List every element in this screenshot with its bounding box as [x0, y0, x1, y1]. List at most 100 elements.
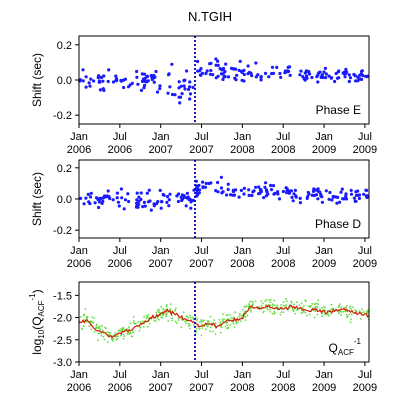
data-point — [143, 315, 146, 318]
data-point — [189, 206, 193, 210]
data-point — [330, 303, 333, 306]
data-point — [90, 328, 92, 331]
y-tick-label: -0.2 — [53, 110, 72, 122]
data-point — [205, 324, 208, 327]
data-point — [154, 69, 158, 74]
data-point — [317, 299, 320, 302]
data-point — [254, 185, 258, 189]
data-point — [201, 180, 205, 184]
data-point — [176, 199, 180, 204]
data-point — [139, 197, 143, 201]
x-tick-label-month: Jul — [195, 131, 209, 143]
data-point — [229, 66, 234, 70]
data-point — [270, 72, 274, 76]
data-point — [205, 328, 207, 331]
data-point — [188, 92, 193, 96]
data-point — [209, 330, 212, 333]
data-point — [101, 199, 105, 203]
data-point — [273, 311, 276, 314]
data-point — [122, 207, 126, 211]
data-point — [167, 72, 171, 76]
data-point — [207, 325, 209, 328]
data-point — [162, 308, 165, 311]
data-point — [316, 187, 320, 191]
data-point — [152, 202, 156, 206]
data-point — [306, 314, 308, 317]
data-point — [350, 318, 352, 321]
data-point — [259, 190, 263, 194]
data-point — [269, 301, 272, 303]
data-point — [127, 326, 130, 329]
data-point — [251, 300, 254, 303]
x-tick-label-month: Jul — [195, 245, 209, 257]
data-point — [216, 74, 220, 78]
data-point — [224, 62, 228, 66]
data-point — [304, 300, 307, 302]
data-point — [362, 311, 365, 313]
data-point — [365, 188, 369, 192]
data-point — [123, 198, 128, 202]
x-tick-label-month: Jul — [113, 131, 127, 143]
data-point — [132, 321, 135, 324]
data-point — [139, 191, 143, 195]
data-point — [323, 66, 327, 70]
data-point — [131, 335, 134, 338]
data-point — [198, 188, 202, 192]
data-point — [209, 68, 213, 73]
x-tick-label-month: Jan — [70, 369, 88, 381]
data-point — [330, 198, 334, 202]
data-point — [194, 316, 197, 319]
data-point — [301, 306, 304, 309]
data-point — [358, 73, 362, 77]
data-point — [187, 322, 190, 325]
y-tick-label: -3.0 — [53, 357, 72, 369]
data-point — [266, 192, 270, 196]
x-tick-label-year: 2009 — [312, 382, 336, 394]
data-point — [225, 193, 229, 197]
data-point — [126, 192, 130, 196]
data-point — [250, 193, 254, 198]
data-point — [226, 321, 229, 323]
data-point — [88, 195, 93, 199]
data-point — [260, 304, 263, 307]
data-point — [207, 321, 210, 324]
data-point — [244, 319, 247, 321]
data-point — [276, 190, 280, 194]
data-point — [216, 59, 220, 63]
data-point — [357, 77, 361, 81]
data-point — [200, 334, 203, 337]
data-points — [78, 297, 370, 343]
data-point — [242, 186, 246, 190]
data-point — [263, 185, 267, 189]
data-point — [130, 322, 132, 325]
data-point — [347, 73, 351, 77]
data-point — [313, 316, 316, 319]
data-point — [231, 193, 235, 197]
data-point — [183, 87, 187, 91]
data-point — [294, 312, 297, 315]
data-point — [97, 205, 101, 210]
data-point — [273, 191, 277, 195]
data-point — [233, 76, 237, 80]
data-point — [177, 317, 180, 320]
data-point — [121, 329, 124, 332]
y-tick-label: 0.2 — [57, 163, 72, 175]
data-point — [199, 321, 201, 324]
data-point — [250, 74, 254, 78]
data-point — [83, 325, 85, 327]
data-point — [310, 305, 312, 307]
data-point — [226, 75, 231, 79]
data-point — [128, 333, 131, 336]
data-point — [273, 299, 276, 302]
y-tick-label: -2.0 — [53, 313, 72, 325]
data-point — [187, 316, 190, 319]
data-point — [196, 319, 198, 322]
data-point — [184, 204, 188, 208]
data-point — [244, 316, 247, 318]
data-point — [264, 300, 267, 302]
data-point — [158, 87, 162, 91]
data-point — [92, 321, 95, 324]
data-point — [345, 313, 348, 316]
data-point — [84, 75, 88, 79]
data-point — [179, 84, 183, 88]
